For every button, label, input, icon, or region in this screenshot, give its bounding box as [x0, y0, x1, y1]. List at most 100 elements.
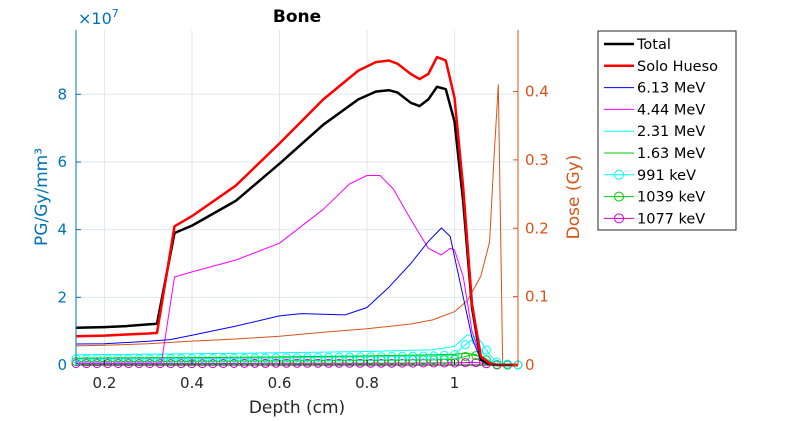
plot-area: [76, 30, 518, 365]
y-right-axis-title: Dose (Gy): [564, 155, 584, 240]
series-marker-991-kev: [481, 345, 491, 355]
series-marker-1077-kev: [408, 358, 418, 368]
series-marker-991-kev: [271, 353, 281, 363]
series-line-4-44-mev: [76, 175, 518, 366]
series-marker-1077-kev: [313, 358, 323, 368]
y-left-tick-label: 2: [57, 288, 67, 306]
series-marker-991-kev: [366, 352, 376, 362]
legend-label-6-13-mev: 6.13 MeV: [637, 81, 705, 97]
series-marker-1077-kev: [197, 359, 207, 369]
y-right-tick-label: 0.2: [525, 219, 549, 237]
series-marker-991-kev: [355, 352, 365, 362]
legend-label-991-kev: 991 keV: [637, 168, 696, 184]
legend-label-4-44-mev: 4.44 MeV: [637, 102, 705, 118]
y-left-tick-label: 0: [57, 356, 67, 374]
series-marker-1077-kev: [355, 358, 365, 368]
series-marker-1077-kev: [460, 358, 470, 368]
series-marker-991-kev: [334, 352, 344, 362]
x-tick-label: 1: [450, 374, 460, 392]
series-marker-1077-kev: [418, 358, 428, 368]
series-marker-991-kev: [166, 354, 176, 364]
series-marker-991-kev: [229, 353, 239, 363]
y-left-exponent: ×107: [78, 7, 119, 28]
legend-label-1-63-mev: 1.63 MeV: [637, 146, 705, 162]
series-marker-991-kev: [176, 354, 186, 364]
series-marker-991-kev: [197, 354, 207, 363]
series-marker-1077-kev: [324, 358, 334, 368]
y-right-tick-label: 0: [525, 356, 535, 374]
y-left-tick-label: 4: [57, 221, 67, 239]
axes: 0.2 0.4 0.6 0.8 1 0 2 4 6 8 0 0.1 0.2 0.3 0.4: [57, 30, 549, 392]
x-tick-label: 0.8: [355, 374, 379, 392]
series-marker-1077-kev: [239, 358, 249, 368]
series-line-6-13-mev: [75, 227, 518, 366]
y-left-axis-title: PG/Gy/mm³: [32, 148, 52, 246]
series-marker-1077-kev: [345, 358, 355, 368]
series-marker-1077-kev: [176, 359, 186, 369]
legend: Total Solo Hueso 6.13 MeV 4.44 MeV 2.31 MeV 1…: [597, 30, 737, 231]
series-marker-991-kev: [208, 353, 218, 363]
series-marker-991-kev: [324, 352, 334, 362]
y-right-tick-label: 0.1: [525, 288, 549, 306]
series-marker-991-kev: [376, 352, 386, 362]
series-marker-991-kev: [418, 351, 428, 361]
series-line-solo-hueso: [75, 55, 518, 367]
legend-label-1039-kev: 1039 keV: [637, 190, 705, 206]
series-line-dose: [75, 84, 518, 366]
series-line-2-31-mev: [75, 334, 518, 366]
series-marker-1077-kev: [282, 358, 291, 368]
x-axis-title: Depth (cm): [249, 398, 345, 418]
series-marker-1039-kev: [82, 357, 91, 367]
legend-label-1077-kev: 1077 keV: [637, 211, 705, 227]
legend-marker-1039-kev: [614, 191, 624, 202]
series-marker-1077-kev: [303, 358, 312, 368]
series-marker-991-kev: [260, 353, 270, 363]
series-marker-1077-kev: [271, 358, 281, 368]
series-marker-991-kev: [387, 352, 397, 361]
series-marker-991-kev: [282, 353, 291, 363]
legend-marker-991-kev: [614, 169, 624, 180]
series-marker-991-kev: [239, 353, 249, 363]
series-marker-991-kev: [439, 350, 449, 360]
series-marker-991-kev: [250, 353, 260, 363]
series-marker-991-kev: [429, 351, 439, 361]
series-marker-991-kev: [145, 354, 155, 364]
series-marker-991-kev: [460, 340, 470, 350]
series-marker-991-kev: [303, 353, 312, 363]
series-marker-1077-kev: [376, 358, 386, 368]
x-tick-label: 0.2: [93, 374, 117, 392]
chart-title: Bone: [273, 7, 321, 27]
series-marker-1077-kev: [166, 359, 176, 369]
series-marker-1077-kev: [471, 358, 481, 368]
series-marker-1077-kev: [187, 359, 197, 369]
y-right-tick-label: 0.4: [525, 83, 549, 101]
series-line-991-kev: [75, 339, 519, 366]
series-marker-1077-kev: [250, 358, 260, 368]
legend-label-solo-hueso: Solo Hueso: [637, 59, 718, 75]
series-marker-1077-kev: [260, 358, 270, 368]
legend-label-total: Total: [636, 37, 671, 53]
series-marker-991-kev: [345, 352, 355, 362]
series-marker-1077-kev: [218, 359, 228, 368]
y-left-tick-label: 8: [57, 85, 67, 103]
series-marker-991-kev: [218, 353, 228, 363]
series-marker-991-kev: [155, 354, 165, 364]
series-marker-1077-kev: [429, 358, 439, 368]
series-marker-1077-kev: [292, 358, 302, 368]
series-marker-1077-kev: [334, 358, 344, 368]
legend-label-2-31-mev: 2.31 MeV: [637, 124, 705, 140]
series-marker-1077-kev: [229, 359, 239, 368]
series-marker-1077-kev: [397, 358, 407, 368]
legend-marker-1077-kev: [614, 213, 624, 224]
y-left-tick-label: 6: [57, 153, 67, 171]
series-marker-991-kev: [313, 352, 323, 362]
x-tick-label: 0.6: [268, 374, 292, 392]
series-marker-1077-kev: [208, 359, 218, 369]
series-marker-1077-kev: [387, 358, 397, 368]
y-right-tick-label: 0.3: [525, 151, 549, 169]
series-marker-991-kev: [408, 351, 418, 361]
x-tick-label: 0.4: [180, 374, 204, 392]
series-marker-1039-kev: [460, 352, 470, 361]
series-marker-991-kev: [397, 351, 407, 361]
